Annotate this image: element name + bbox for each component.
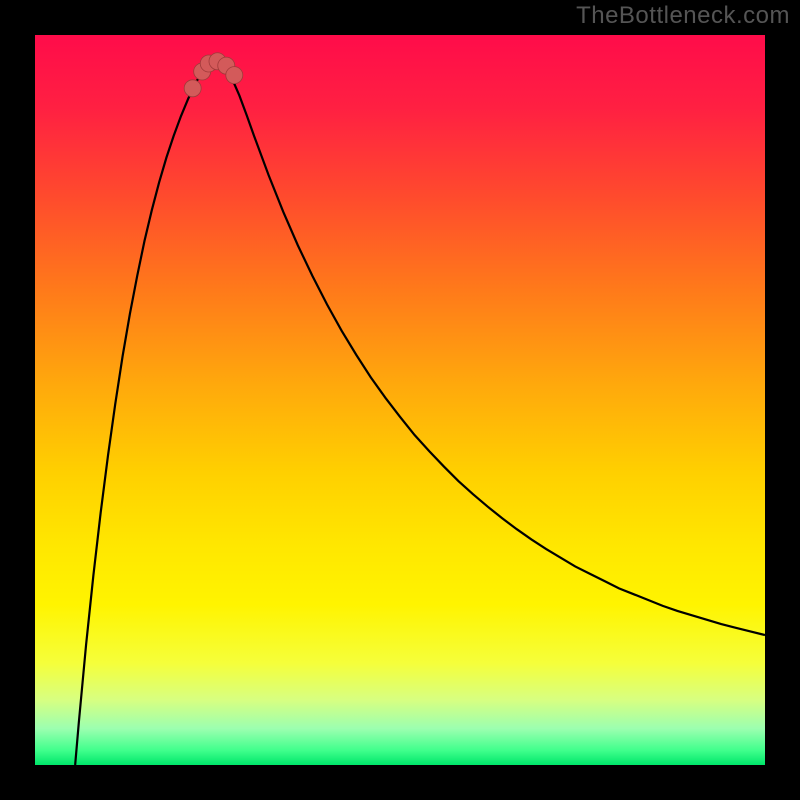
plot-svg <box>35 35 765 765</box>
plot-area <box>35 35 765 765</box>
gradient-background <box>35 35 765 765</box>
chart-frame: TheBottleneck.com <box>0 0 800 800</box>
watermark-text: TheBottleneck.com <box>576 2 790 30</box>
marker-point <box>226 67 243 84</box>
marker-point <box>184 80 201 97</box>
